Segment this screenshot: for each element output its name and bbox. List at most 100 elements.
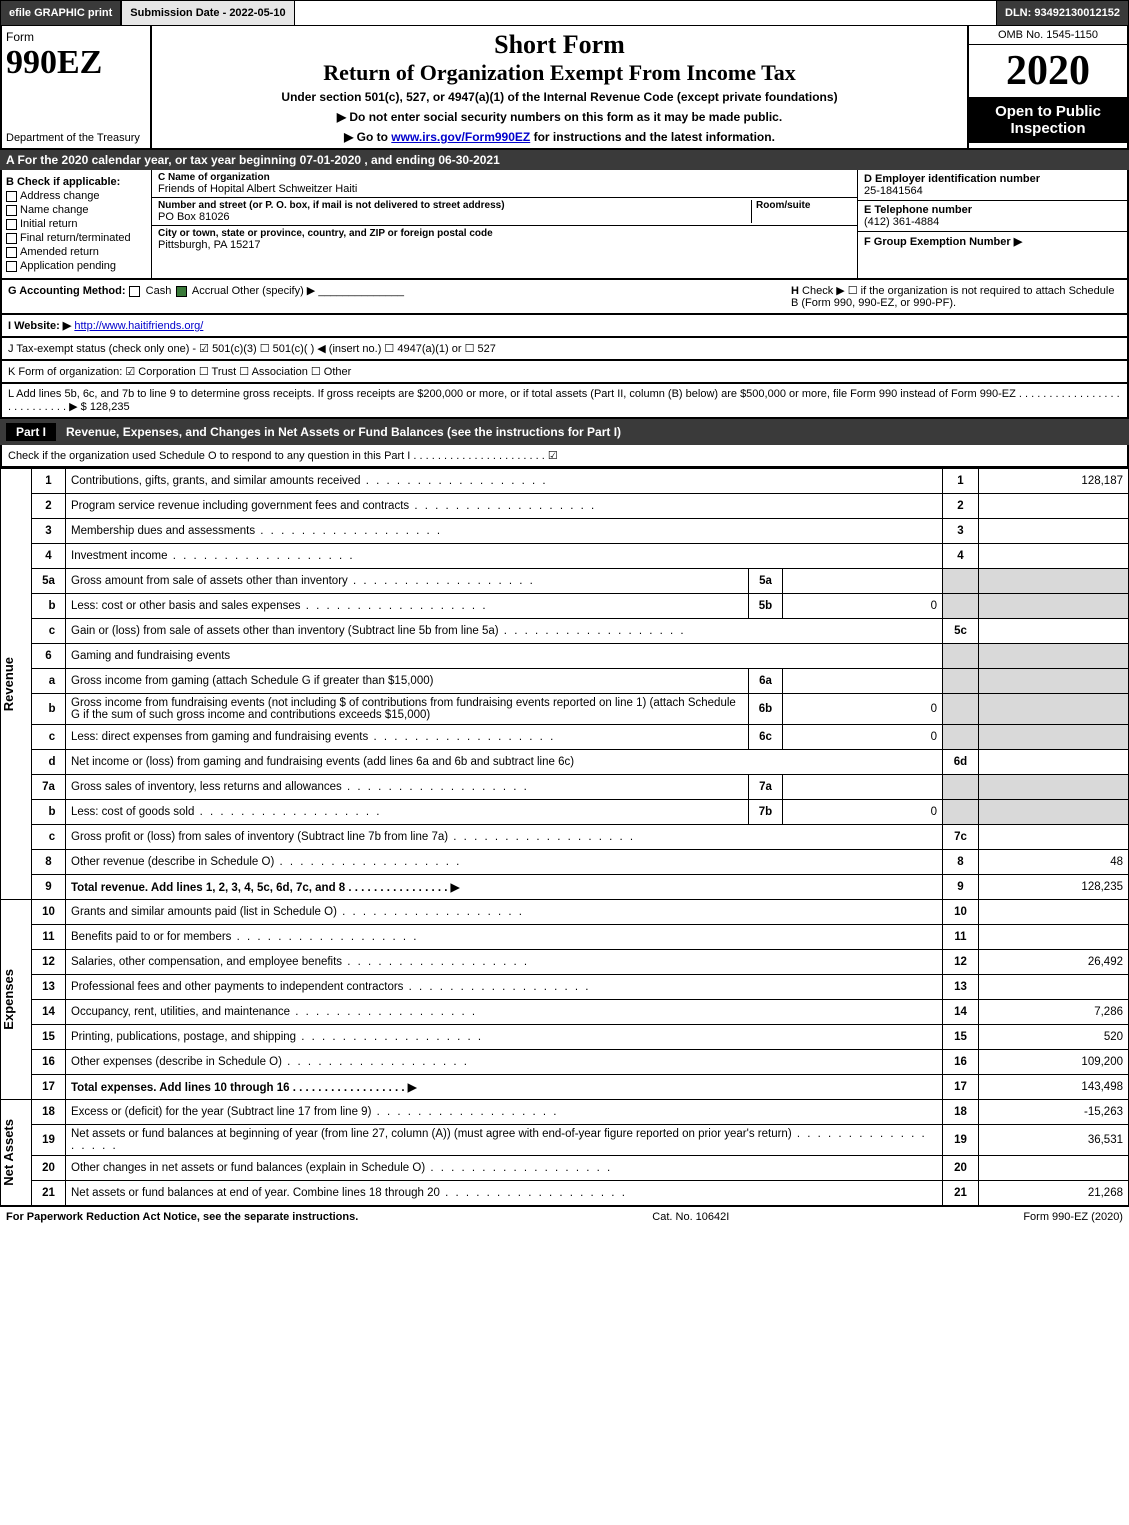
instr-goto-pre: ▶ Go to	[344, 130, 391, 144]
r7a-rn	[943, 775, 979, 800]
line-h: H Check ▶ ☐ if the organization is not r…	[791, 284, 1121, 309]
r5a-num: 5a	[32, 569, 66, 594]
r6a-desc: Gross income from gaming (attach Schedul…	[66, 669, 749, 694]
r17-amt: 143,498	[979, 1075, 1129, 1100]
row-15: 15 Printing, publications, postage, and …	[1, 1025, 1129, 1050]
irs-link[interactable]: www.irs.gov/Form990EZ	[391, 130, 530, 144]
r10-desc: Grants and similar amounts paid (list in…	[66, 900, 943, 925]
row-6a: a Gross income from gaming (attach Sched…	[1, 669, 1129, 694]
r5a-il: 5a	[749, 569, 783, 594]
chk-final-return[interactable]: Final return/terminated	[6, 232, 147, 244]
row-7a: 7a Gross sales of inventory, less return…	[1, 775, 1129, 800]
r13-amt	[979, 975, 1129, 1000]
chk-accrual-label: Accrual	[192, 285, 229, 297]
chk-application-pending[interactable]: Application pending	[6, 260, 147, 272]
r11-amt	[979, 925, 1129, 950]
r8-rn: 8	[943, 850, 979, 875]
omb-number: OMB No. 1545-1150	[969, 26, 1127, 45]
line-l: L Add lines 5b, 6c, and 7b to line 9 to …	[0, 384, 1129, 419]
r20-desc: Other changes in net assets or fund bala…	[66, 1156, 943, 1181]
r15-rn: 15	[943, 1025, 979, 1050]
title-return: Return of Organization Exempt From Incom…	[156, 60, 963, 86]
r7b-num: b	[32, 800, 66, 825]
r6a-amt	[979, 669, 1129, 694]
footer-right: Form 990-EZ (2020)	[1023, 1211, 1123, 1223]
r5c-num: c	[32, 619, 66, 644]
top-bar: efile GRAPHIC print Submission Date - 20…	[0, 0, 1129, 26]
r6a-rn	[943, 669, 979, 694]
r11-num: 11	[32, 925, 66, 950]
ein-value: 25-1841564	[864, 185, 1121, 197]
r7c-desc: Gross profit or (loss) from sales of inv…	[66, 825, 943, 850]
r2-num: 2	[32, 494, 66, 519]
r6a-num: a	[32, 669, 66, 694]
r6d-desc: Net income or (loss) from gaming and fun…	[66, 750, 943, 775]
r17-rn: 17	[943, 1075, 979, 1100]
r6b-il: 6b	[749, 694, 783, 725]
r7b-iv: 0	[783, 800, 943, 825]
org-name-label: C Name of organization	[158, 172, 851, 183]
r18-rn: 18	[943, 1100, 979, 1125]
chk-address-change[interactable]: Address change	[6, 190, 147, 202]
footer-mid: Cat. No. 10642I	[652, 1211, 729, 1223]
r6b-rn	[943, 694, 979, 725]
subtitle: Under section 501(c), 527, or 4947(a)(1)…	[156, 90, 963, 104]
chk-address-change-label: Address change	[20, 190, 100, 202]
chk-name-change-label: Name change	[20, 204, 89, 216]
info-block: B Check if applicable: Address change Na…	[0, 170, 1129, 280]
r6a-il: 6a	[749, 669, 783, 694]
website-link[interactable]: http://www.haitifriends.org/	[74, 320, 203, 332]
r18-desc: Excess or (deficit) for the year (Subtra…	[66, 1100, 943, 1125]
page-footer: For Paperwork Reduction Act Notice, see …	[0, 1206, 1129, 1227]
instr-no-ssn: ▶ Do not enter social security numbers o…	[156, 110, 963, 124]
chk-name-change[interactable]: Name change	[6, 204, 147, 216]
r11-rn: 11	[943, 925, 979, 950]
r14-rn: 14	[943, 1000, 979, 1025]
row-6c: c Less: direct expenses from gaming and …	[1, 725, 1129, 750]
r11-desc: Benefits paid to or for members	[66, 925, 943, 950]
chk-amended-return[interactable]: Amended return	[6, 246, 147, 258]
r6-desc: Gaming and fundraising events	[66, 644, 943, 669]
box-e: E Telephone number (412) 361-4884	[858, 201, 1127, 232]
chk-amended-return-label: Amended return	[20, 246, 99, 258]
row-7b: b Less: cost of goods sold 7b 0	[1, 800, 1129, 825]
r7a-il: 7a	[749, 775, 783, 800]
row-3: 3 Membership dues and assessments 3	[1, 519, 1129, 544]
line-g: G Accounting Method: Cash Accrual Other …	[8, 284, 791, 309]
r15-amt: 520	[979, 1025, 1129, 1050]
r4-amt	[979, 544, 1129, 569]
row-6d: d Net income or (loss) from gaming and f…	[1, 750, 1129, 775]
phone-value: (412) 361-4884	[864, 216, 1121, 228]
chk-initial-return-label: Initial return	[20, 218, 77, 230]
r21-rn: 21	[943, 1181, 979, 1206]
r19-rn: 19	[943, 1125, 979, 1156]
org-city: Pittsburgh, PA 15217	[158, 239, 851, 251]
title-short-form: Short Form	[156, 30, 963, 60]
row-7c: c Gross profit or (loss) from sales of i…	[1, 825, 1129, 850]
r7b-desc: Less: cost of goods sold	[66, 800, 749, 825]
r17-num: 17	[32, 1075, 66, 1100]
r6a-iv	[783, 669, 943, 694]
r12-num: 12	[32, 950, 66, 975]
r5b-iv: 0	[783, 594, 943, 619]
chk-initial-return[interactable]: Initial return	[6, 218, 147, 230]
r6c-amt	[979, 725, 1129, 750]
box-f: F Group Exemption Number ▶	[858, 232, 1127, 251]
r7c-rn: 7c	[943, 825, 979, 850]
footer-left: For Paperwork Reduction Act Notice, see …	[6, 1211, 358, 1223]
chk-accrual[interactable]	[176, 286, 187, 297]
r3-rn: 3	[943, 519, 979, 544]
r14-desc: Occupancy, rent, utilities, and maintena…	[66, 1000, 943, 1025]
r9-rn: 9	[943, 875, 979, 900]
row-6b: b Gross income from fundraising events (…	[1, 694, 1129, 725]
r6c-il: 6c	[749, 725, 783, 750]
line-gh: G Accounting Method: Cash Accrual Other …	[0, 280, 1129, 315]
chk-cash[interactable]	[129, 286, 140, 297]
efile-print[interactable]: efile GRAPHIC print	[0, 0, 121, 26]
org-address: PO Box 81026	[158, 211, 751, 223]
header-right: OMB No. 1545-1150 2020 Open to Public In…	[967, 26, 1127, 148]
ein-label: D Employer identification number	[864, 173, 1121, 185]
r2-amt	[979, 494, 1129, 519]
org-city-cell: City or town, state or province, country…	[152, 226, 857, 253]
r7b-amt	[979, 800, 1129, 825]
